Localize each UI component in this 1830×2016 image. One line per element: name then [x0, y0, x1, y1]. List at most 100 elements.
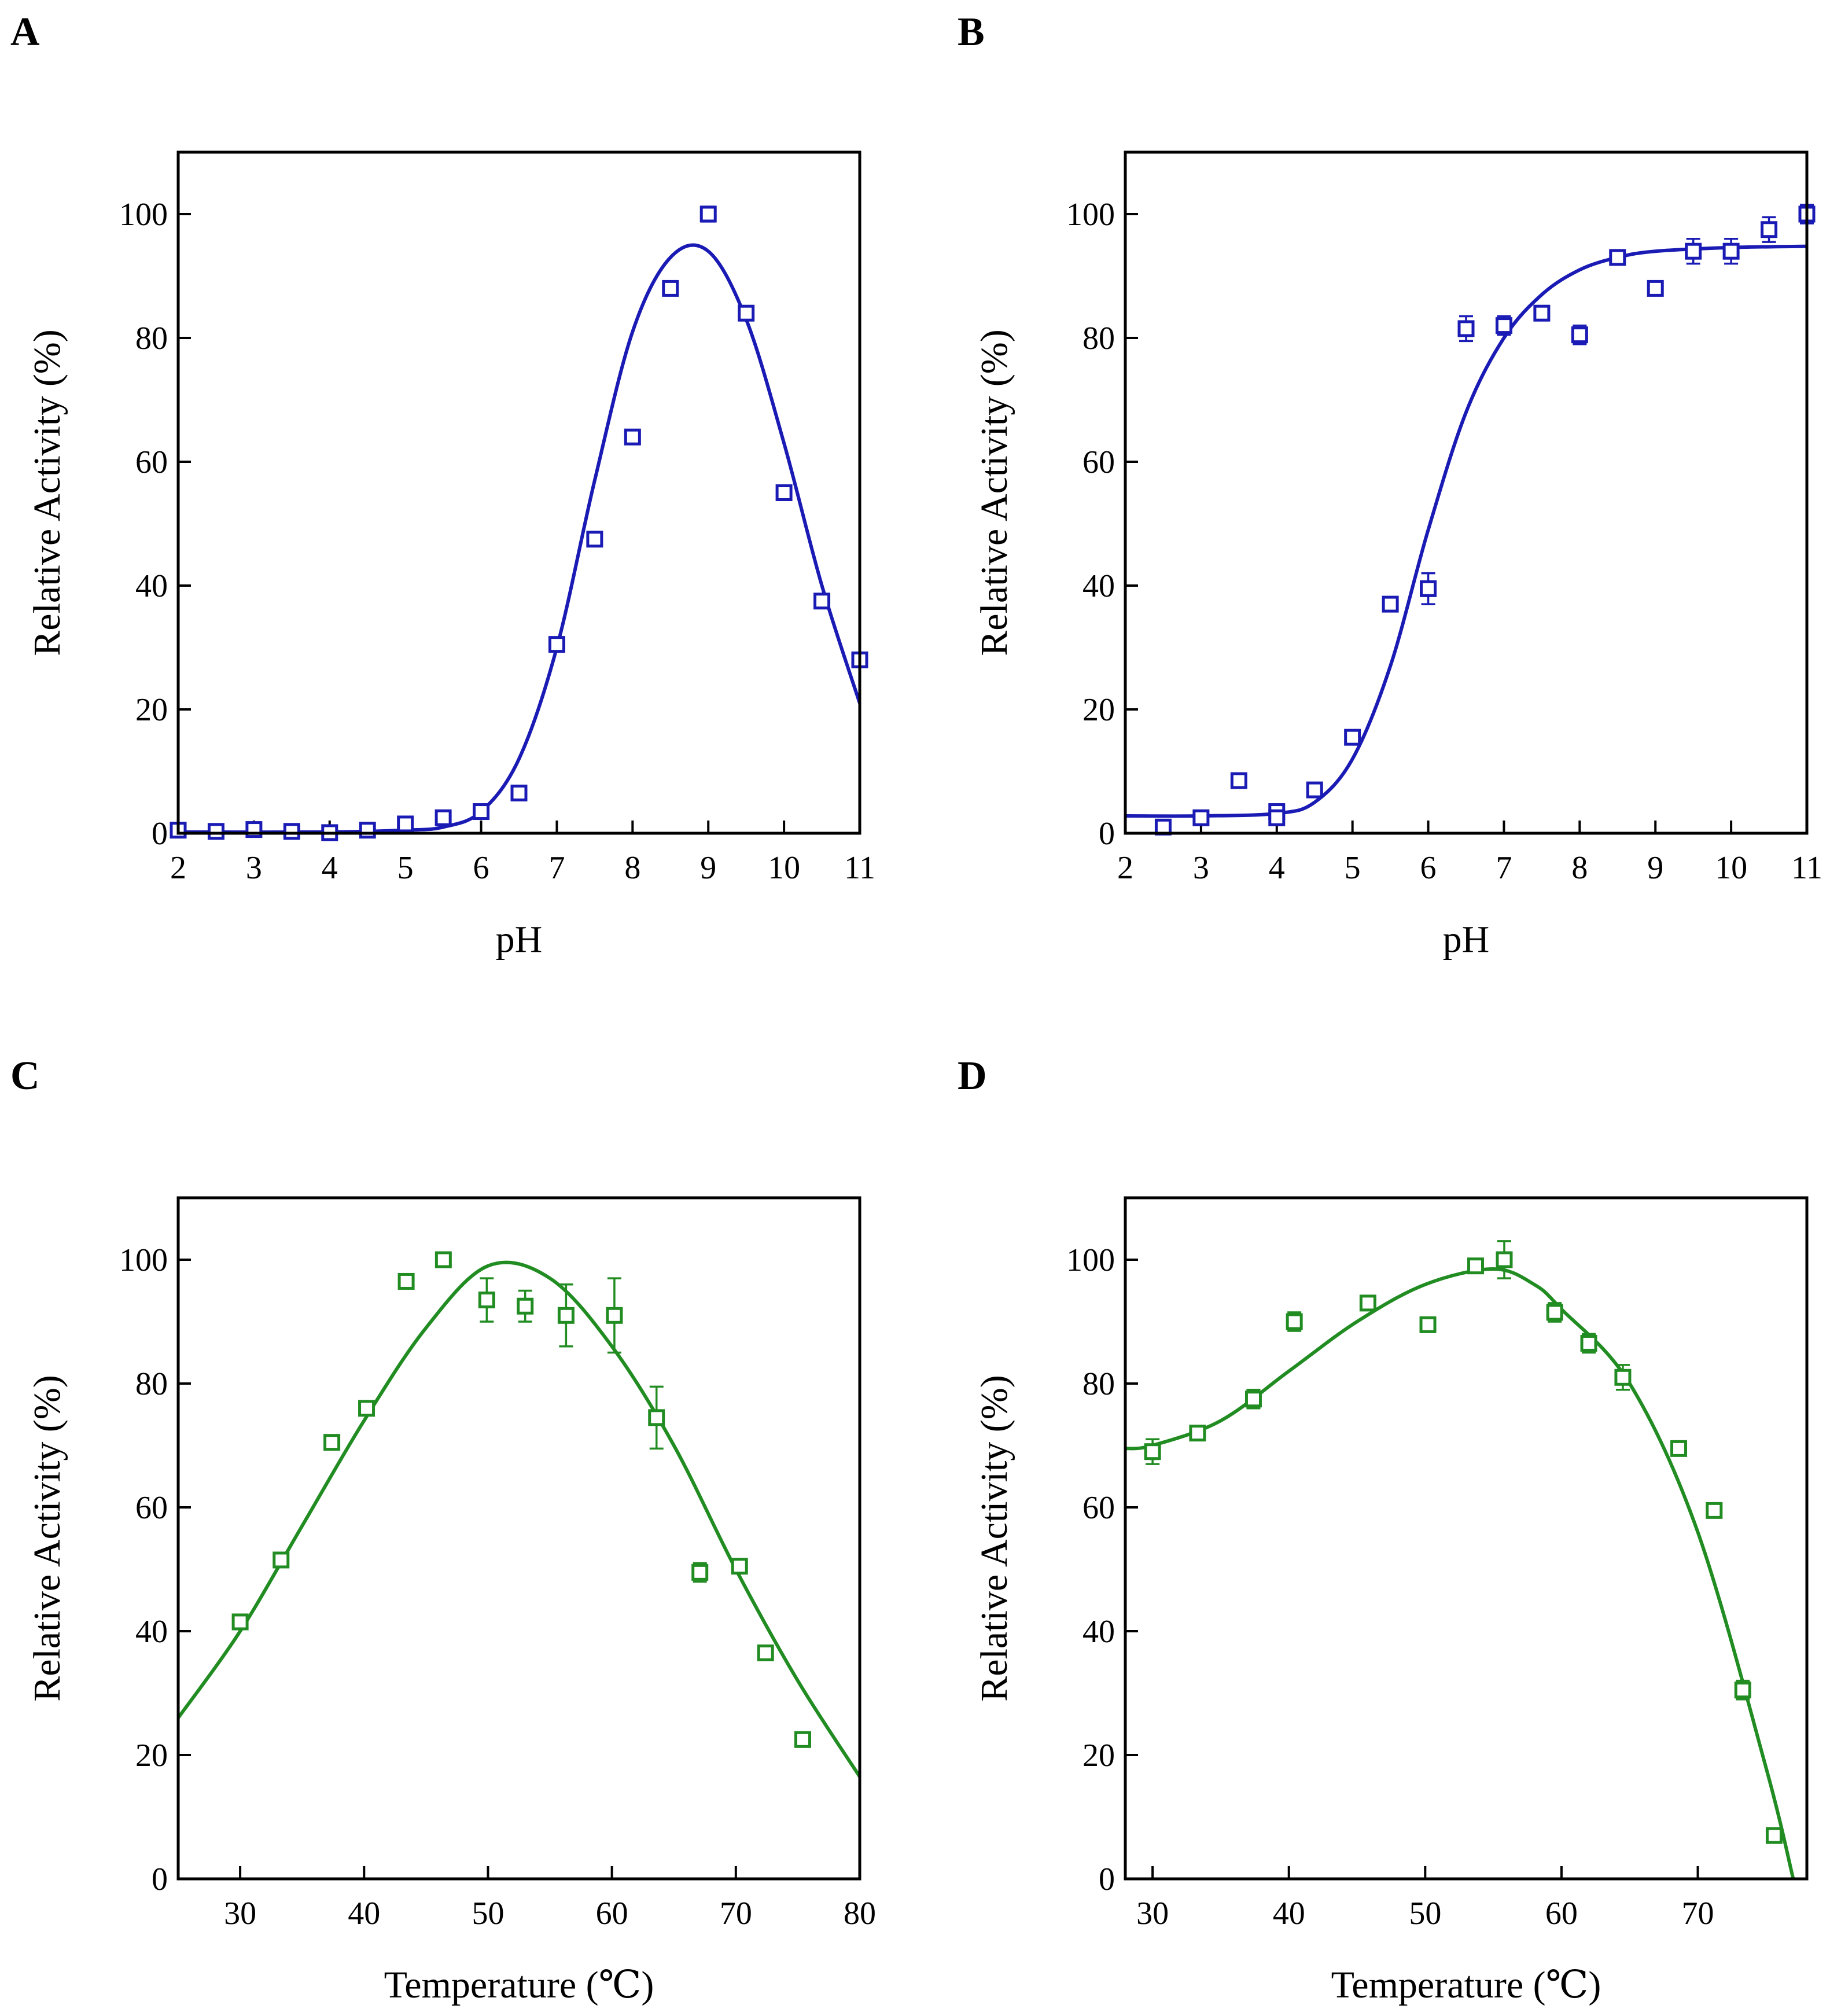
fit-curve — [1125, 1267, 1795, 1879]
x-tick-label: 6 — [1420, 850, 1437, 886]
data-point — [1144, 1443, 1161, 1461]
x-tick-label: 5 — [397, 850, 414, 886]
fit-curve — [1125, 244, 1807, 818]
data-point — [1244, 1390, 1262, 1408]
x-tick-label: 9 — [700, 850, 716, 886]
data-point — [1306, 781, 1323, 799]
y-tick-label: 100 — [119, 197, 168, 233]
data-point — [207, 823, 224, 840]
data-point — [1706, 1502, 1723, 1519]
x-tick-label: 3 — [1193, 850, 1209, 886]
data-point — [1722, 242, 1740, 260]
y-tick-label: 80 — [1082, 321, 1115, 356]
y-axis-label: Relative Activity (%) — [26, 329, 68, 656]
x-tick-label: 7 — [548, 850, 565, 886]
data-point — [1761, 221, 1778, 238]
x-tick-label: 50 — [1409, 1896, 1441, 1932]
data-point — [1734, 1682, 1751, 1699]
panel-letter: D — [958, 1054, 987, 1098]
data-point — [1359, 1294, 1376, 1312]
x-tick-label: 60 — [1545, 1896, 1578, 1932]
x-tick-label: 9 — [1647, 850, 1663, 886]
x-tick-label: 3 — [246, 850, 262, 886]
x-tick-label: 40 — [348, 1896, 380, 1932]
x-tick-label: 40 — [1273, 1896, 1305, 1932]
x-tick-label: 4 — [322, 850, 338, 886]
data-point — [1420, 580, 1437, 597]
data-point — [813, 593, 831, 610]
y-tick-label: 60 — [135, 1490, 168, 1526]
y-tick-label: 0 — [152, 816, 168, 852]
data-point — [1495, 317, 1512, 334]
y-tick-label: 40 — [135, 568, 168, 604]
y-tick-label: 60 — [1082, 1490, 1115, 1526]
data-point — [510, 784, 528, 801]
data-point — [1189, 1425, 1206, 1442]
data-point — [1546, 1304, 1563, 1321]
data-point — [699, 205, 717, 223]
data-point — [1533, 304, 1551, 322]
x-axis-label: pH — [1443, 918, 1490, 961]
data-point — [1496, 1251, 1513, 1268]
data-point — [1609, 249, 1626, 266]
x-tick-label: 60 — [596, 1896, 628, 1932]
data-point — [1614, 1368, 1632, 1386]
data-point — [794, 1731, 811, 1748]
y-tick-label: 40 — [1082, 568, 1115, 604]
y-axis-label: Relative Activity (%) — [973, 1375, 1015, 1702]
y-axis-label: Relative Activity (%) — [973, 329, 1015, 656]
x-tick-label: 70 — [1682, 1896, 1714, 1932]
x-tick-label: 10 — [1715, 850, 1747, 886]
data-point — [662, 279, 679, 297]
data-point — [1647, 279, 1664, 297]
x-axis-label: Temperature (℃) — [1331, 1964, 1601, 2006]
x-tick-label: 50 — [472, 1896, 504, 1932]
data-point — [557, 1307, 575, 1324]
data-point — [359, 822, 376, 839]
x-tick-label: 30 — [1136, 1896, 1169, 1932]
panel-A: A 2 3 4 5 6 7 8 9 10 11 0 20 40 60 80 100 pH Relative A… — [10, 10, 875, 961]
y-tick-label: 20 — [1082, 1738, 1115, 1774]
data-point — [586, 531, 603, 548]
y-tick-label: 40 — [135, 1614, 168, 1650]
x-tick-label: 8 — [624, 850, 640, 886]
x-tick-label: 2 — [170, 850, 186, 886]
data-point — [624, 428, 641, 446]
panel-letter: C — [10, 1054, 40, 1098]
panel-C: C 30 40 50 60 70 80 0 20 40 60 80 100 Temperature (… — [10, 1054, 876, 2006]
y-tick-label: 80 — [1082, 1366, 1115, 1402]
data-point — [283, 823, 300, 840]
y-tick-label: 100 — [1066, 1242, 1115, 1278]
data-point — [1382, 595, 1399, 613]
data-point — [775, 484, 793, 501]
panel-D: D 30 40 50 60 70 0 20 40 60 80 100 Temperature (℃)… — [958, 1054, 1809, 2006]
panel-letter: A — [10, 10, 40, 54]
y-axis-label: Relative Activity (%) — [26, 1375, 68, 1702]
x-tick-label: 4 — [1269, 850, 1285, 886]
y-tick-label: 80 — [135, 321, 168, 356]
data-point — [731, 1558, 748, 1575]
plot-frame — [176, 150, 861, 835]
data-point — [273, 1551, 290, 1569]
data-point — [691, 1563, 709, 1581]
data-point — [606, 1307, 623, 1324]
fit-curve — [178, 1260, 860, 1778]
x-tick-label: 11 — [844, 850, 875, 886]
data-point — [1685, 242, 1702, 260]
data-point — [478, 1292, 495, 1309]
x-axis-label: pH — [496, 918, 543, 961]
fit-curve — [178, 243, 860, 833]
y-tick-label: 100 — [119, 1242, 168, 1278]
data-point — [1457, 320, 1475, 337]
data-point — [738, 304, 755, 322]
data-point — [1268, 809, 1286, 826]
plot-frame — [176, 1196, 861, 1881]
x-tick-label: 70 — [720, 1896, 752, 1932]
data-point — [517, 1297, 534, 1315]
x-axis-label: Temperature (℃) — [384, 1964, 654, 2006]
plot-frame — [1124, 1196, 1809, 1881]
x-tick-label: 2 — [1117, 850, 1133, 886]
data-point — [358, 1400, 375, 1417]
x-tick-label: 6 — [473, 850, 489, 886]
